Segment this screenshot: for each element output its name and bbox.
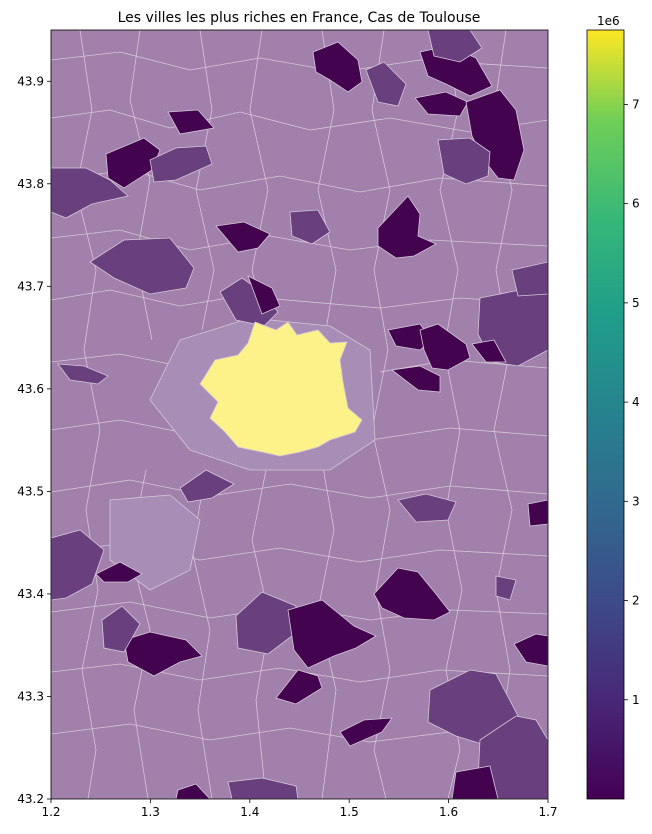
commune-boundary [51, 353, 191, 369]
colorbar-tick-label: 4 [632, 395, 640, 409]
commune-boundary [195, 30, 215, 331]
colorbar-gradient [586, 29, 625, 800]
y-tick-label: 43.2 [17, 792, 44, 806]
commune-boundary [75, 30, 101, 799]
commune-region [275, 669, 323, 705]
commune-region [339, 717, 393, 747]
commune-region [451, 765, 499, 799]
colorbar-tick-label: 1 [632, 693, 640, 707]
x-tick-label: 1.2 [41, 805, 60, 819]
commune-region [149, 145, 213, 183]
commune-region [57, 363, 109, 385]
x-tick-label: 1.7 [538, 805, 557, 819]
commune-region [513, 633, 548, 667]
chart-title: Les villes les plus riches en France, Ca… [118, 10, 481, 26]
colorbar: 1e6 1 2 3 4 5 6 7 [586, 14, 640, 800]
x-tick-label: 1.6 [439, 805, 458, 819]
commune-region [471, 339, 507, 363]
commune-region [247, 275, 281, 315]
colorbar-tick-label: 2 [632, 594, 640, 608]
x-tick-label: 1.3 [141, 805, 160, 819]
commune-region [227, 777, 299, 799]
commune-region [175, 783, 211, 799]
commune-regions [51, 30, 548, 799]
commune-region [527, 499, 548, 527]
commune-region [437, 137, 491, 185]
y-tick-label: 43.7 [17, 279, 44, 293]
commune-region [365, 61, 407, 107]
colorbar-tick-label: 5 [632, 296, 640, 310]
commune-region [414, 91, 469, 117]
colorbar-offset-label: 1e6 [597, 14, 620, 28]
commune-region [377, 195, 437, 259]
commune-region [179, 469, 235, 503]
commune-region [495, 575, 517, 601]
commune-boundary [51, 229, 548, 251]
commune-region [397, 493, 457, 523]
commune-region [95, 561, 143, 583]
commune-region [51, 167, 129, 219]
commune-boundary [369, 427, 548, 441]
x-tick-label: 1.4 [240, 805, 259, 819]
suburb-region [109, 494, 201, 591]
commune-region [511, 261, 548, 297]
commune-boundary [51, 109, 548, 133]
commune-region [287, 599, 377, 669]
commune-region [215, 221, 271, 253]
y-tick-label: 43.4 [17, 587, 44, 601]
commune-region [419, 323, 471, 371]
commune-region [123, 631, 203, 677]
y-axis: 43.2 43.3 43.4 43.5 43.6 43.7 43.8 43.9 [17, 74, 51, 806]
x-tick-label: 1.5 [340, 805, 359, 819]
y-tick-label: 43.9 [17, 74, 44, 88]
colorbar-tick-label: 7 [632, 97, 640, 111]
commune-region [391, 365, 441, 393]
x-axis: 1.2 1.3 1.4 1.5 1.6 1.7 [41, 799, 558, 819]
y-tick-label: 43.6 [17, 382, 44, 396]
commune-region [373, 567, 451, 621]
commune-boundary [51, 419, 201, 437]
colorbar-tick-label: 6 [632, 197, 640, 211]
colorbar-ticks: 1 2 3 4 5 6 7 [624, 97, 640, 707]
commune-region [427, 30, 483, 63]
colorbar-tick-label: 3 [632, 494, 640, 508]
y-tick-label: 43.3 [17, 689, 44, 703]
commune-region [219, 277, 279, 327]
map-frame [50, 29, 549, 800]
y-tick-label: 43.5 [17, 484, 44, 498]
commune-region [51, 529, 105, 601]
commune-region [312, 41, 363, 93]
commune-region [289, 209, 331, 245]
commune-region [89, 237, 195, 295]
toulouse-region [199, 321, 363, 457]
commune-region [167, 109, 215, 135]
y-tick-label: 43.8 [17, 177, 44, 191]
commune-boundary [317, 30, 337, 331]
commune-boundary [51, 663, 548, 683]
map-area [51, 30, 548, 799]
commune-boundary [51, 51, 548, 73]
commune-region [101, 605, 141, 653]
